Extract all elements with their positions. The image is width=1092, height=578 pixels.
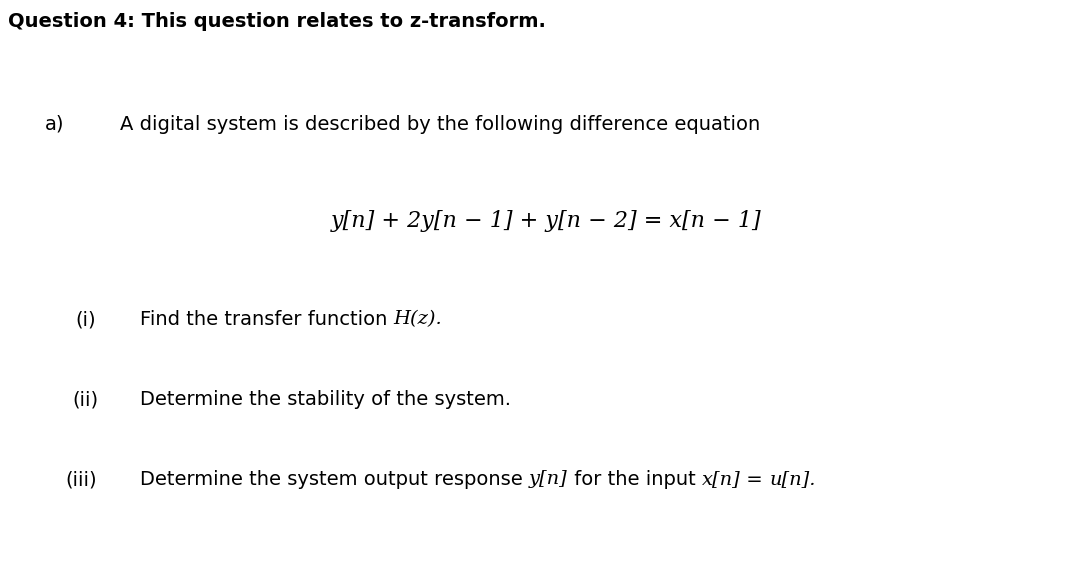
Text: for the input: for the input xyxy=(568,470,702,489)
Text: Determine the system output response: Determine the system output response xyxy=(140,470,529,489)
Text: A digital system is described by the following difference equation: A digital system is described by the fol… xyxy=(120,115,760,134)
Text: (ii): (ii) xyxy=(72,390,98,409)
Text: x[n]: x[n] xyxy=(702,470,740,488)
Text: Question 4: This question relates to z-transform.: Question 4: This question relates to z-t… xyxy=(8,12,546,31)
Text: (iii): (iii) xyxy=(66,470,96,489)
Text: y[n]: y[n] xyxy=(529,470,568,488)
Text: =: = xyxy=(740,470,770,489)
Text: a): a) xyxy=(45,115,64,134)
Text: u[n].: u[n]. xyxy=(770,470,816,488)
Text: y[n] + 2y[n − 1] + y[n − 2] = x[n − 1]: y[n] + 2y[n − 1] + y[n − 2] = x[n − 1] xyxy=(331,210,761,232)
Text: Determine the stability of the system.: Determine the stability of the system. xyxy=(140,390,511,409)
Text: H(z).: H(z). xyxy=(393,310,442,328)
Text: Find the transfer function: Find the transfer function xyxy=(140,310,393,329)
Text: (i): (i) xyxy=(75,310,96,329)
